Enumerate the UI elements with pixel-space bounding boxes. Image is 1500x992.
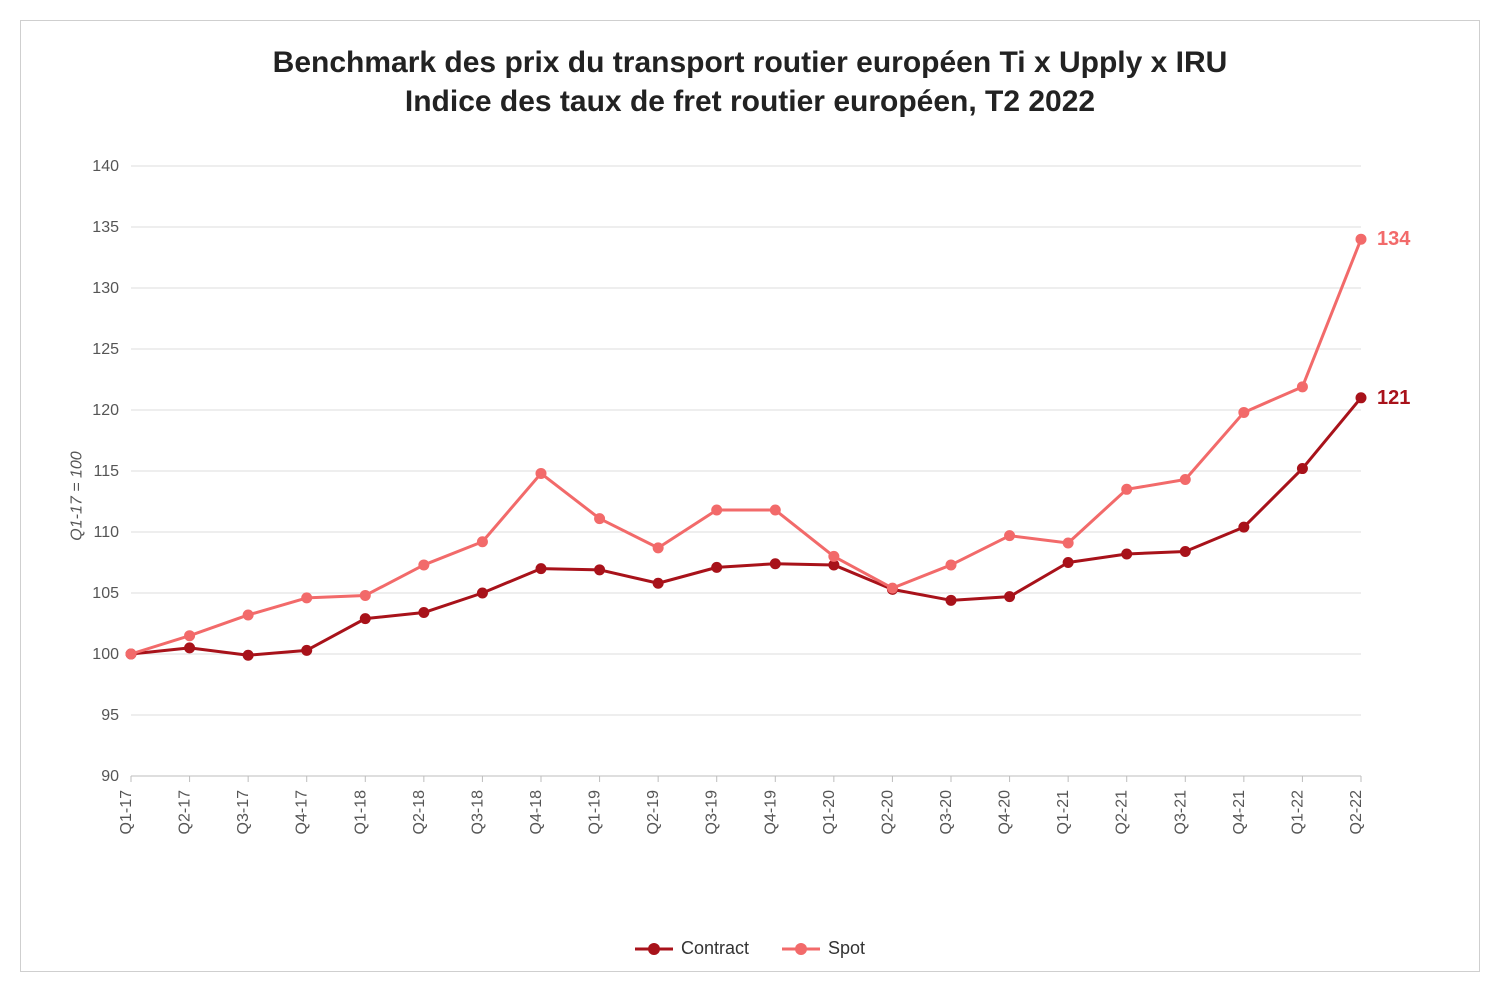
chart-card: Benchmark des prix du transport routier … [20, 20, 1480, 972]
series-marker-contract [302, 645, 312, 655]
x-tick-label: Q1-20 [821, 790, 838, 835]
series-line-contract [131, 398, 1361, 655]
y-tick-label: 120 [92, 402, 119, 419]
series-marker-spot [126, 649, 136, 659]
x-tick-label: Q1-17 [118, 790, 135, 835]
series-marker-spot [360, 590, 370, 600]
series-marker-contract [477, 588, 487, 598]
x-tick-label: Q2-21 [1114, 790, 1131, 835]
series-marker-spot [477, 537, 487, 547]
x-tick-label: Q1-19 [587, 790, 604, 835]
series-marker-contract [360, 614, 370, 624]
x-tick-label: Q2-20 [879, 790, 896, 835]
series-marker-contract [712, 562, 722, 572]
series-marker-spot [770, 505, 780, 515]
series-marker-spot [1063, 538, 1073, 548]
x-tick-label: Q3-20 [938, 790, 955, 835]
x-tick-label: Q4-17 [294, 790, 311, 835]
series-marker-spot [595, 514, 605, 524]
y-tick-label: 135 [92, 219, 119, 236]
series-marker-contract [946, 595, 956, 605]
series-marker-contract [536, 564, 546, 574]
series-marker-contract [1180, 547, 1190, 557]
series-marker-contract [419, 608, 429, 618]
x-tick-label: Q3-19 [704, 790, 721, 835]
series-marker-spot [536, 468, 546, 478]
plot-area: 90 95 100 105 110 115 120 125 130 135 140 Q1-17 Q2-1… [21, 136, 1481, 926]
series-marker-spot [887, 583, 897, 593]
series-marker-contract [243, 650, 253, 660]
series-marker-contract [653, 578, 663, 588]
series-line-spot [131, 239, 1361, 654]
series-marker-contract [1356, 393, 1366, 403]
x-tick-label: Q4-19 [762, 790, 779, 835]
series-marker-spot [1297, 382, 1307, 392]
series-marker-spot [829, 551, 839, 561]
series-marker-spot [1239, 407, 1249, 417]
series-marker-spot [1005, 531, 1015, 541]
x-tick-label: Q3-21 [1172, 790, 1189, 835]
y-tick-label: 90 [101, 768, 119, 785]
series-marker-spot [946, 560, 956, 570]
chart-title: Benchmark des prix du transport routier … [21, 21, 1479, 121]
y-tick-label: 140 [92, 158, 119, 175]
series-marker-contract [1297, 464, 1307, 474]
series-marker-contract [185, 643, 195, 653]
chart-title-line1: Benchmark des prix du transport routier … [21, 43, 1479, 82]
series-marker-contract [1122, 549, 1132, 559]
legend-label-contract: Contract [681, 938, 749, 959]
y-tick-label: 100 [92, 646, 119, 663]
x-tick-label: Q2-19 [645, 790, 662, 835]
x-tick-label: Q1-21 [1055, 790, 1072, 835]
series-marker-contract [770, 559, 780, 569]
x-tick-label: Q4-21 [1231, 790, 1248, 835]
x-tick-label: Q3-18 [469, 790, 486, 835]
series-marker-spot [1180, 475, 1190, 485]
series-end-label-contract: 121 [1377, 387, 1410, 409]
series-marker-contract [1239, 522, 1249, 532]
legend: Contract Spot [21, 933, 1479, 960]
series-marker-spot [1122, 484, 1132, 494]
y-tick-label: 110 [93, 524, 119, 541]
x-tick-label: Q2-22 [1348, 790, 1365, 835]
x-tick-label: Q1-22 [1289, 790, 1306, 835]
line-chart-svg: 90 95 100 105 110 115 120 125 130 135 140 Q1-17 Q2-1… [21, 136, 1481, 926]
x-tick-label: Q4-20 [997, 790, 1014, 835]
series-marker-spot [185, 631, 195, 641]
y-tick-label: 115 [93, 463, 119, 480]
y-tick-label: 125 [92, 341, 119, 358]
x-tick-label: Q4-18 [528, 790, 545, 835]
y-tick-label: 130 [92, 280, 119, 297]
chart-title-line2: Indice des taux de fret routier européen… [21, 82, 1479, 121]
legend-label-spot: Spot [828, 938, 865, 959]
series-marker-spot [712, 505, 722, 515]
y-tick-label: 95 [101, 707, 119, 724]
series-marker-contract [1063, 558, 1073, 568]
x-tick-label: Q2-17 [177, 790, 194, 835]
series-marker-contract [595, 565, 605, 575]
legend-item-contract: Contract [635, 938, 749, 959]
series-marker-spot [243, 610, 253, 620]
series-marker-contract [1005, 592, 1015, 602]
x-tick-label: Q1-18 [352, 790, 369, 835]
legend-item-spot: Spot [782, 938, 865, 959]
series-end-label-spot: 134 [1377, 228, 1411, 250]
series-marker-spot [302, 593, 312, 603]
y-tick-label: 105 [92, 585, 119, 602]
x-tick-label: Q3-17 [235, 790, 252, 835]
series-marker-spot [419, 560, 429, 570]
x-tick-label: Q2-18 [411, 790, 428, 835]
series-marker-spot [653, 543, 663, 553]
series-marker-spot [1356, 234, 1366, 244]
